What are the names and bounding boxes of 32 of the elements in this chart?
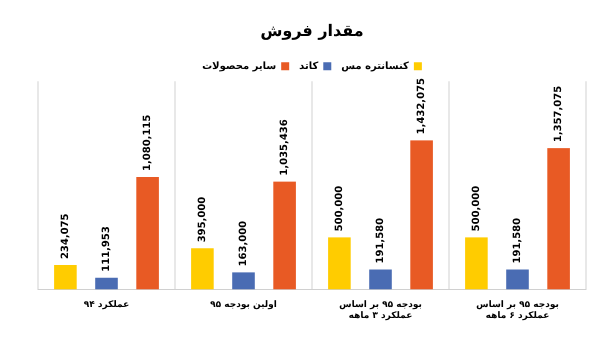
bar — [328, 237, 351, 290]
legend-label: کاتد — [299, 60, 318, 72]
bar — [95, 278, 118, 290]
x-tick-label: اولین بودجه ۹۵ — [210, 300, 277, 310]
bar — [547, 148, 570, 290]
data-label: 1,357,075 — [553, 86, 564, 142]
bar — [465, 237, 488, 290]
data-label: 234,075 — [60, 213, 71, 260]
data-label: 111,953 — [101, 226, 112, 272]
bar — [232, 272, 255, 290]
data-label: 500,000 — [334, 186, 345, 232]
x-tick-label: عملکرد ۹۴ — [84, 300, 130, 310]
data-label: 163,000 — [238, 220, 250, 266]
bar — [191, 248, 214, 290]
data-label: 191,580 — [512, 218, 524, 264]
data-label: 395,000 — [196, 196, 208, 242]
bar — [369, 269, 392, 290]
bar — [273, 182, 296, 290]
x-tick-label: بودجه ۹۵ بر اساس عملکرد ۶ ماهه — [476, 300, 559, 321]
data-label: 1,035,436 — [279, 119, 290, 176]
legend-label: سایر محصولات — [202, 60, 276, 72]
data-label: 191,580 — [375, 218, 386, 264]
bar — [136, 176, 159, 290]
x-tick-label: بودجه ۹۵ بر اساس عملکرد ۳ ماهه — [339, 300, 422, 321]
data-label: 500,000 — [470, 186, 482, 232]
legend-label: کنسانتره مس — [341, 60, 410, 72]
data-label: 1,432,075 — [416, 78, 428, 134]
chart-title: مقدار فروش — [260, 20, 364, 40]
bar — [54, 265, 77, 290]
bar — [410, 140, 433, 290]
data-label: 1,080,115 — [142, 114, 154, 171]
bar — [506, 269, 529, 290]
